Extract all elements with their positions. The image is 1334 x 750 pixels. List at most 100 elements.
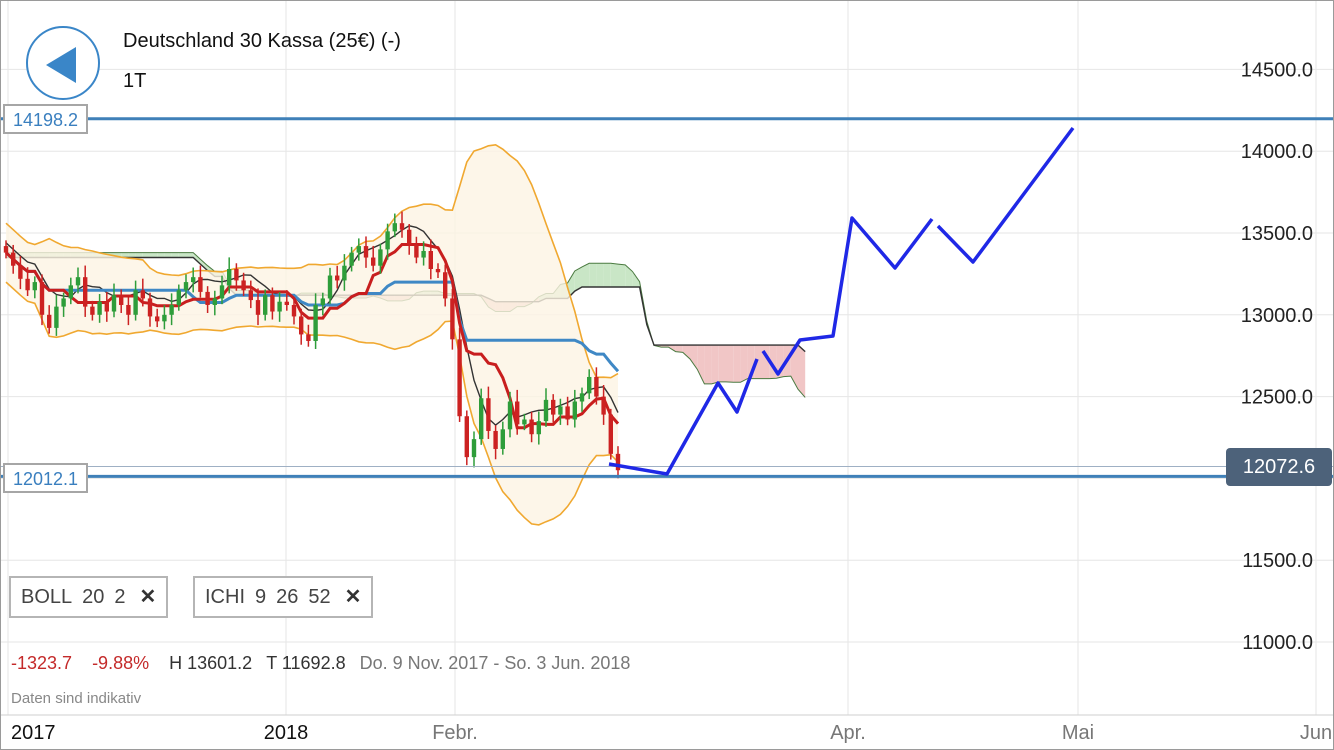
date-range: Do. 9 Nov. 2017 - So. 3 Jun. 2018 [359, 653, 631, 673]
candle [111, 295, 117, 312]
bollinger-bands [5, 143, 619, 526]
candle [241, 280, 246, 291]
candle [615, 453, 621, 471]
candle [335, 275, 340, 281]
candle [291, 304, 297, 317]
candle [371, 257, 376, 266]
cloud-segment [632, 271, 640, 287]
kijun-line [4, 251, 620, 373]
projection-line [608, 358, 759, 476]
ichi-name: ICHI [205, 586, 245, 608]
change-percent: -9.88% [92, 653, 150, 673]
candle [126, 304, 131, 315]
x-tick-label: Apr. [830, 722, 866, 744]
candle [515, 401, 520, 425]
candle [320, 298, 325, 305]
lower-level-tag[interactable]: 12012.1 [3, 463, 89, 493]
candle [507, 401, 513, 430]
candle [601, 396, 606, 415]
candle [277, 301, 282, 312]
candle [543, 399, 549, 422]
projection-line [936, 126, 1075, 264]
cloud-segment [121, 252, 129, 258]
cloud-segment [690, 345, 698, 370]
candles [3, 211, 621, 479]
cloud-segment [157, 252, 165, 258]
instrument-title: Deutschland 30 Kassa (25€) (-) [123, 30, 401, 52]
candle [54, 306, 59, 328]
cloud-segment [589, 263, 597, 287]
boll-indicator-chip[interactable]: BOLL 20 2 ✕ [9, 576, 169, 618]
candle [327, 275, 333, 299]
candle [47, 314, 52, 328]
candle [450, 298, 455, 340]
candle [140, 290, 145, 299]
candle [83, 277, 88, 307]
candle [234, 268, 239, 281]
candle [227, 268, 232, 286]
cloud-segment [193, 252, 201, 265]
cloud-segment [618, 264, 626, 287]
axes: 14500.014000.013500.013000.012500.012000… [11, 59, 1332, 744]
candle [558, 406, 563, 415]
candle [25, 278, 30, 291]
candle [414, 244, 419, 258]
candle [385, 231, 390, 250]
candle [32, 282, 37, 291]
candle [155, 316, 160, 322]
candle [500, 429, 505, 449]
cloud-segment [798, 345, 806, 398]
upper-level-tag[interactable]: 14198.2 [3, 104, 89, 134]
cloud-segment [603, 263, 611, 287]
cloud-segment [790, 345, 798, 390]
ichi-indicator-chip[interactable]: ICHI 9 26 52 ✕ [193, 576, 374, 618]
y-tick-label: 12500.0 [1241, 387, 1313, 409]
candle [421, 250, 426, 258]
candle [119, 295, 124, 305]
cloud-segment [682, 345, 690, 359]
candle [356, 246, 361, 253]
cloud-segment [128, 252, 136, 258]
back-button[interactable] [26, 26, 100, 100]
candle [255, 300, 261, 315]
disclaimer: Daten sind indikativ [11, 690, 142, 707]
boll-param-2: 2 [114, 586, 126, 608]
y-tick-label: 13000.0 [1241, 305, 1313, 327]
candle [198, 277, 203, 292]
y-tick-label: 13500.0 [1241, 223, 1313, 245]
candle [457, 339, 462, 417]
close-icon[interactable]: ✕ [344, 586, 362, 608]
candle [435, 268, 441, 273]
candle [479, 398, 484, 440]
x-tick-label: 2017 [11, 722, 56, 744]
candle [97, 301, 102, 315]
bollinger-upper [5, 143, 619, 379]
candle [75, 277, 81, 286]
candle [536, 421, 541, 435]
boll-name: BOLL [21, 586, 73, 608]
candle [306, 334, 311, 341]
cloud-segment [142, 252, 150, 258]
cloud-segment [726, 345, 734, 383]
period-label[interactable]: 1T [123, 70, 147, 92]
cloud-segment [718, 345, 726, 382]
candle [162, 314, 167, 322]
level-lines [0, 117, 1334, 478]
candle [565, 406, 570, 420]
cloud-segment [596, 263, 604, 287]
candle [399, 223, 405, 230]
candle [219, 285, 225, 299]
x-tick-label: 2018 [264, 722, 309, 744]
current-price-tag: 12072.6 [1226, 448, 1332, 486]
candle [486, 398, 491, 431]
candle [205, 291, 210, 305]
projection-drawing [608, 126, 1075, 476]
candle [349, 252, 354, 266]
candle [299, 316, 304, 335]
cloud-segment [200, 259, 208, 271]
candle [191, 277, 196, 283]
close-icon[interactable]: ✕ [139, 586, 157, 608]
candle [169, 304, 174, 315]
candle [61, 298, 66, 307]
